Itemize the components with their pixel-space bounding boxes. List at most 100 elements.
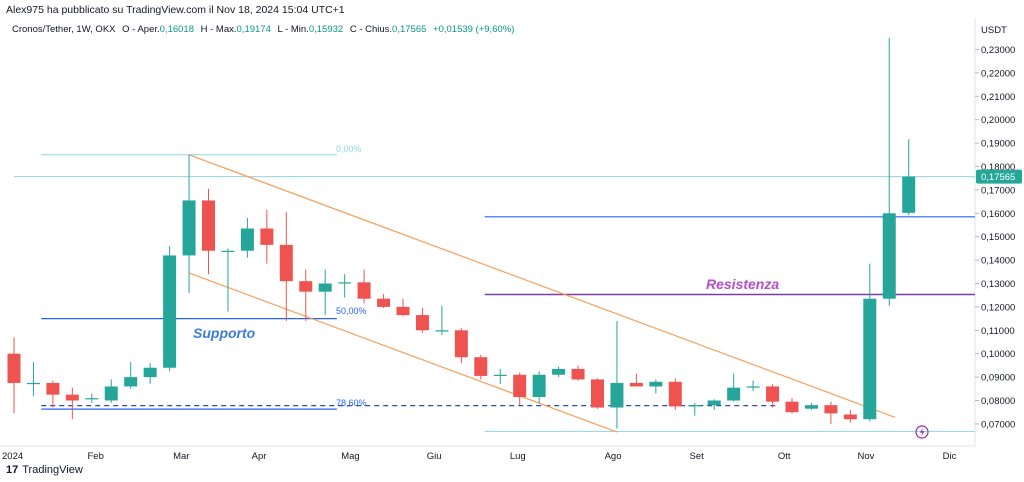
candle-body xyxy=(396,306,410,316)
x-tick-label: Ago xyxy=(605,451,622,462)
candle-body xyxy=(104,386,118,401)
x-tick-label: Dic xyxy=(943,451,957,462)
candle-body xyxy=(221,250,235,252)
candle-body xyxy=(143,367,157,378)
resistance-label: Resistenza xyxy=(706,276,779,292)
close-label: C - Chius. xyxy=(349,24,393,35)
y-tick-label: 0,12000 xyxy=(981,302,1015,313)
candle-body xyxy=(843,414,857,420)
y-tick-label: 0,16000 xyxy=(981,209,1015,220)
candle-body xyxy=(7,353,21,383)
y-tick-label: 0,09000 xyxy=(981,373,1015,384)
candle-body xyxy=(629,382,643,387)
candle-body xyxy=(474,357,488,376)
candle-body xyxy=(591,379,604,408)
candle-body xyxy=(532,374,546,397)
open-label: O - Aper. xyxy=(122,24,160,35)
change-value: +0,01539 (+9,60%) xyxy=(433,24,515,35)
candle-body xyxy=(357,282,371,299)
candle-body xyxy=(824,405,838,414)
candle-body xyxy=(163,255,177,368)
y-tick-label: 0,20000 xyxy=(981,115,1015,126)
candle-body xyxy=(766,386,780,402)
candle-body xyxy=(415,315,429,331)
candle-body xyxy=(552,368,566,375)
low-label: L - Min. xyxy=(277,24,309,35)
ohlc-legend: Cronos/Tether, 1W, OKX O - Aper.0,16018 … xyxy=(12,24,514,35)
brand-name: TradingView xyxy=(22,464,83,476)
y-tick-label: 0,23000 xyxy=(981,45,1015,56)
candle-body xyxy=(299,281,313,292)
x-tick-label: Set xyxy=(690,451,705,462)
fib-50-label: 50,00% xyxy=(336,306,367,316)
close-value: 0,17565 xyxy=(392,24,427,35)
channel-upper-line xyxy=(188,154,896,418)
x-tick-label: Nov xyxy=(857,451,874,462)
candle-body xyxy=(46,382,60,395)
candle-body xyxy=(902,176,916,213)
low-value: 0,15932 xyxy=(308,24,344,35)
candle-body xyxy=(649,381,663,387)
x-tick-label: Mar xyxy=(173,451,189,462)
candle-body xyxy=(26,382,40,385)
candle-body xyxy=(260,228,274,245)
x-tick-label: Lug xyxy=(510,451,526,462)
y-tick-label: 0,10000 xyxy=(981,349,1015,360)
candle-body xyxy=(279,244,293,282)
y-tick-label: 0,19000 xyxy=(981,139,1015,150)
x-tick-label: Giu xyxy=(427,451,442,462)
candle-body xyxy=(727,387,741,401)
candle-body xyxy=(746,386,760,388)
candle-body xyxy=(785,401,799,413)
y-tick-label: 0,15000 xyxy=(981,232,1015,243)
y-tick-label: 0,08000 xyxy=(981,396,1015,407)
y-tick-label: 0,13000 xyxy=(981,279,1015,290)
event-lightning-bolt xyxy=(919,427,925,437)
candle-body xyxy=(435,330,449,332)
tradingview-brand[interactable]: 17 TradingView xyxy=(6,464,83,476)
candle-body xyxy=(318,283,332,292)
price-tag-label: 0,17565 xyxy=(981,172,1015,183)
channel-lower-line xyxy=(188,272,618,433)
symbol-label: Cronos/Tether, 1W, OKX xyxy=(12,24,116,35)
y-tick-label: 0,21000 xyxy=(981,92,1015,103)
tradingview-logo-icon: 17 xyxy=(6,464,19,476)
high-label: H - Max. xyxy=(200,24,237,35)
y-axis-unit: USDT xyxy=(981,25,1007,36)
candle-body xyxy=(571,368,585,380)
candle-body xyxy=(493,374,507,376)
candle-body xyxy=(85,398,99,400)
candle-body xyxy=(668,381,682,407)
open-value: 0,16018 xyxy=(159,24,194,35)
y-tick-label: 0,17000 xyxy=(981,185,1015,196)
event-lightning-icon xyxy=(915,425,929,439)
candle-body xyxy=(707,400,721,406)
candle-body xyxy=(513,374,527,397)
candle-body xyxy=(182,200,196,256)
y-tick-label: 0,18000 xyxy=(981,162,1015,173)
y-tick-label: 0,14000 xyxy=(981,256,1015,267)
candle-body xyxy=(454,330,468,358)
candle-body xyxy=(863,298,877,420)
candle-body xyxy=(804,405,818,409)
candle-body xyxy=(338,282,352,284)
price-tag xyxy=(976,169,1022,184)
candle-body xyxy=(124,377,138,387)
x-tick-label: Apr xyxy=(252,451,267,462)
high-value: 0,19174 xyxy=(236,24,271,35)
candle-body xyxy=(377,298,391,307)
x-tick-label: Mag xyxy=(341,451,359,462)
x-tick-label: 2024 xyxy=(2,451,23,462)
y-tick-label: 0,07000 xyxy=(981,419,1015,430)
candle-body xyxy=(688,405,702,407)
x-tick-label: Ott xyxy=(778,451,791,462)
support-label: Supporto xyxy=(193,325,256,341)
y-tick-label: 0,22000 xyxy=(981,68,1015,79)
candle-body xyxy=(202,200,215,251)
candle-body xyxy=(240,228,254,251)
attribution-text: Alex975 ha pubblicato su TradingView.com… xyxy=(6,4,345,16)
candle-body xyxy=(610,382,624,408)
candle-body xyxy=(882,213,896,299)
y-tick-label: 0,11000 xyxy=(981,326,1015,337)
